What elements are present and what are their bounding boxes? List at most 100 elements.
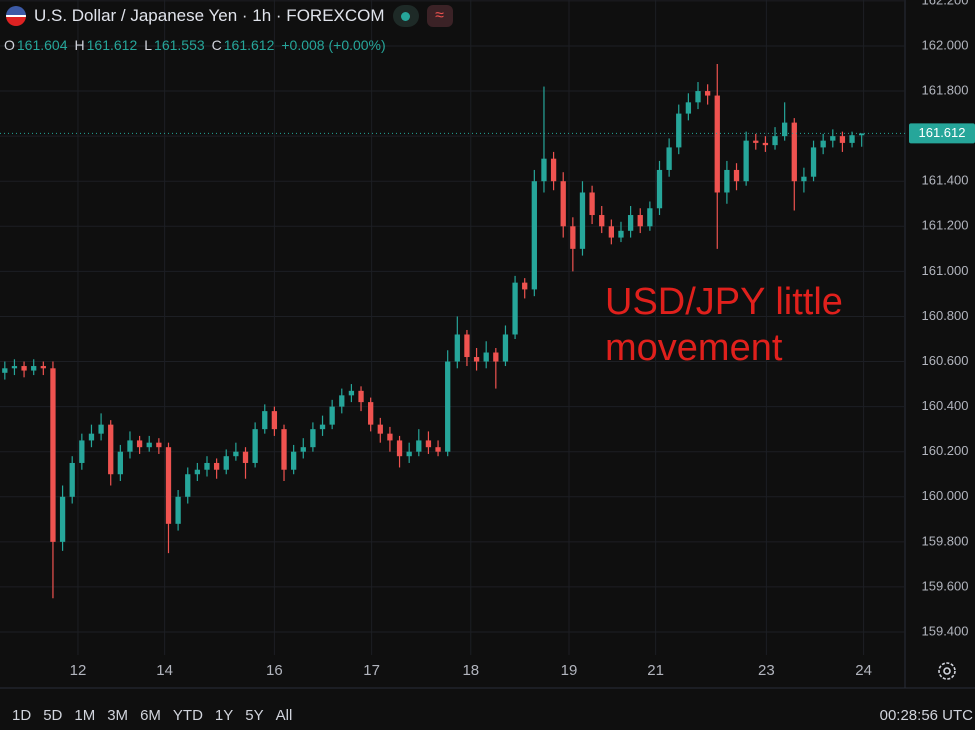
candle-body [502, 334, 509, 362]
clock: 00:28:56 UTC [879, 707, 973, 724]
delayed-badge[interactable]: ≈ [426, 5, 453, 27]
y-tick-label: 160.400 [922, 398, 969, 413]
ohlc-legend: O 161.604 H 161.612 L 161.553 C 161.612 +0.0… [4, 37, 391, 53]
x-tick-label: 14 [156, 662, 173, 679]
candle-body [156, 442, 162, 448]
candle-body [59, 496, 66, 542]
candle-body [21, 366, 27, 371]
x-tick-label: 18 [462, 662, 479, 679]
candle-body [69, 462, 75, 497]
candle-body [281, 429, 287, 470]
flag-icon [6, 6, 26, 26]
y-tick-label: 161.200 [922, 218, 969, 233]
candle-body [31, 366, 37, 371]
candle-body [493, 352, 499, 362]
candle-body [88, 433, 95, 441]
candle-body [724, 169, 730, 193]
candle-body [618, 230, 624, 238]
candle-body [483, 352, 489, 362]
range-button[interactable]: 3M [101, 707, 134, 724]
ohlc-letter: C [211, 37, 222, 53]
candle-body [830, 136, 836, 141]
range-button[interactable]: All [270, 707, 299, 724]
candle-body [849, 135, 855, 143]
candle-body [704, 91, 711, 96]
candle-body [464, 334, 470, 358]
candle-body [79, 440, 85, 463]
x-tick-label: 12 [70, 662, 87, 679]
y-tick-label: 162.000 [922, 37, 969, 52]
range-button[interactable]: 5Y [239, 707, 269, 724]
candle-body [358, 390, 364, 403]
candle-body [753, 140, 759, 143]
candle-body [146, 442, 152, 448]
header: U.S. Dollar / Japanese Yen · 1h · FOREXC… [6, 5, 453, 27]
y-tick-label: 161.000 [922, 263, 969, 278]
candle-body [117, 451, 123, 475]
candle-body [387, 433, 393, 441]
range-button[interactable]: 1M [68, 707, 101, 724]
y-tick-label: 159.400 [922, 623, 969, 638]
candle-body [454, 334, 460, 362]
candle-body [204, 462, 210, 470]
candle-body [242, 451, 249, 463]
candle-body [859, 133, 865, 136]
chart-title: U.S. Dollar / Japanese Yen · 1h · FOREXC… [34, 6, 385, 25]
candle-body [656, 169, 663, 209]
candle-body [233, 451, 239, 457]
change: +0.008 (+0.00%) [281, 37, 386, 53]
annotation: USD/JPY little movement [605, 281, 843, 369]
range-button[interactable]: YTD [167, 707, 209, 724]
candle-body [339, 395, 345, 407]
candle-body [425, 440, 432, 448]
candle-body [695, 91, 701, 103]
x-tick-label: 21 [647, 662, 664, 679]
candle-body [810, 147, 817, 177]
candle-body [522, 282, 528, 290]
candle-body [127, 440, 133, 452]
x-tick-label: 19 [561, 662, 578, 679]
candle-body [368, 402, 374, 425]
candle-body [714, 95, 720, 193]
ohlc-value: 161.553 [154, 37, 205, 53]
candle-body [416, 440, 422, 452]
candle-body [579, 192, 586, 249]
candle-body [396, 440, 403, 457]
candle-body [40, 366, 46, 369]
candle-body [608, 226, 615, 238]
settings-icon[interactable] [938, 662, 956, 680]
market-status[interactable] [392, 5, 419, 27]
candle-body [676, 113, 682, 148]
candle-body [791, 122, 797, 182]
candle-body [435, 447, 441, 452]
candle-body [512, 282, 518, 335]
candle-body [165, 447, 172, 524]
candle-body [300, 447, 306, 452]
y-tick-label: 160.200 [922, 443, 969, 458]
candle-body [473, 357, 480, 362]
candle-body [348, 390, 355, 396]
y-tick-label: 159.600 [922, 578, 969, 593]
x-tick-label: 17 [363, 662, 380, 679]
range-button[interactable]: 5D [37, 707, 68, 724]
range-button[interactable]: 6M [134, 707, 167, 724]
y-tick-label: 159.800 [922, 533, 969, 548]
gear-inner [943, 667, 951, 675]
range-button[interactable]: 1D [6, 707, 37, 724]
range-button[interactable]: 1Y [209, 707, 239, 724]
gear-outer [938, 662, 956, 680]
candle-body [743, 140, 749, 182]
candle-body [801, 176, 807, 182]
bottom-toolbar: 1D 5D 1M 3M 6M YTD 1Y 5Y All 00:28:56 UTC [0, 700, 975, 730]
y-tick-label: 162.200 [922, 0, 969, 7]
ohlc-letter: H [74, 37, 85, 53]
candle-body [560, 181, 566, 227]
ohlc-value: 161.604 [16, 37, 68, 53]
x-tick-label: 24 [855, 662, 872, 679]
x-tick-label: 16 [266, 662, 283, 679]
candle-body [839, 136, 846, 143]
last-price-box [909, 123, 975, 144]
y-tick-label: 160.000 [922, 488, 969, 503]
candle-body [223, 456, 229, 470]
